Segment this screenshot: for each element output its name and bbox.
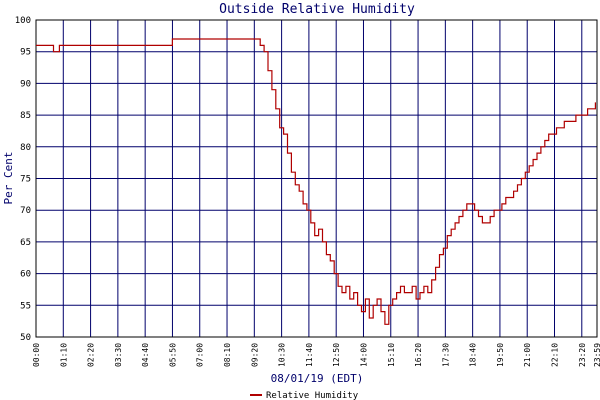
y-tick-label: 50 [20, 333, 31, 343]
y-tick-label: 65 [20, 238, 31, 248]
x-tick-label: 01:10 [59, 343, 68, 367]
y-tick-label: 70 [20, 206, 31, 216]
x-tick-label: 22:10 [551, 343, 560, 367]
y-tick-label: 90 [20, 79, 31, 89]
legend: Relative Humidity [250, 391, 359, 400]
x-tick-label: 23:20 [578, 343, 587, 367]
x-tick-label: 18:40 [469, 343, 478, 367]
x-tick-label: 07:00 [196, 343, 205, 367]
x-tick-label: 10:30 [278, 343, 287, 367]
x-tick-label: 11:40 [305, 343, 314, 367]
grid-lines [35, 19, 598, 338]
x-tick-label: 21:00 [523, 343, 532, 367]
y-tick-label: 60 [20, 270, 31, 280]
x-tick-label: 00:00 [32, 343, 41, 367]
y-tick-labels: 50 55 60 65 70 75 80 85 90 95 100 [15, 16, 31, 343]
y-tick-label: 80 [20, 143, 31, 153]
x-tick-label: 03:30 [114, 343, 123, 367]
x-tick-label: 16:20 [414, 343, 423, 367]
x-tick-label: 09:20 [250, 343, 259, 367]
x-tick-label: 12:50 [332, 343, 341, 367]
x-axis-label: 08/01/19 (EDT) [271, 372, 364, 385]
series-line-relative-humidity [36, 38, 596, 325]
plot-frame [35, 19, 598, 338]
y-tick-label: 100 [15, 16, 31, 26]
y-tick-label: 85 [20, 111, 31, 121]
x-tick-label: 04:40 [141, 343, 150, 367]
x-tick-label: 17:30 [441, 343, 450, 367]
x-tick-label: 19:50 [496, 343, 505, 367]
y-tick-label: 75 [20, 175, 31, 185]
x-tick-label: 02:20 [87, 343, 96, 367]
y-tick-label: 55 [20, 301, 31, 311]
y-tick-label: 95 [20, 48, 31, 58]
y-axis-label: Per Cent [2, 152, 15, 205]
chart-title: Outside Relative Humidity [219, 2, 415, 17]
x-tick-labels: 00:00 01:10 02:20 03:30 04:40 05:50 07:00 08:10… [32, 343, 600, 367]
x-tick-label: 15:10 [387, 343, 396, 367]
x-tick-label: 23:59 [593, 343, 600, 367]
x-tick-label: 08:10 [223, 343, 232, 367]
x-tick-label: 14:00 [359, 343, 368, 367]
legend-label-relative-humidity: Relative Humidity [266, 391, 359, 400]
x-tick-label: 05:50 [168, 343, 177, 367]
